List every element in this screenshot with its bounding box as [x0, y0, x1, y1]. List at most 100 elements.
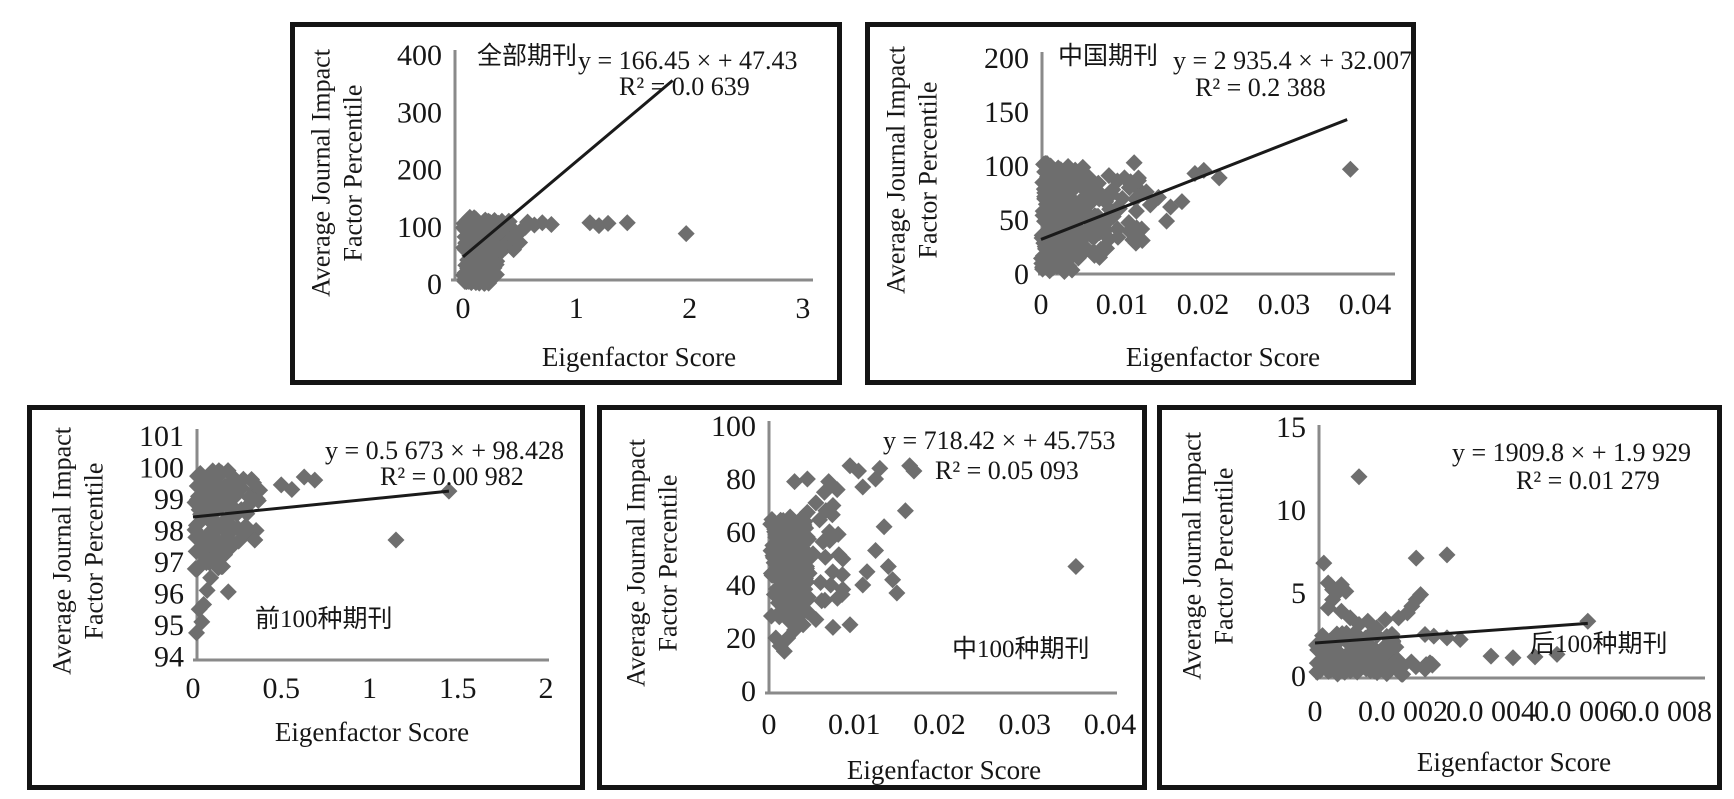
- scatter-points: [762, 457, 1085, 660]
- y-axis-label-line1: Average Journal Impact: [306, 49, 336, 297]
- data-point-diamond: [879, 557, 897, 575]
- x-tick-label: 0.02: [913, 708, 966, 741]
- data-point-diamond: [1044, 259, 1062, 277]
- y-axis-label-line1: Average Journal Impact: [47, 427, 77, 675]
- data-point-diamond: [800, 564, 818, 582]
- data-point-diamond: [599, 214, 617, 232]
- y-tick-label: 100: [139, 452, 184, 485]
- regression-equation: y = 2 935.4 × + 32.007: [1173, 46, 1412, 75]
- r-squared-value: R² = 0.2 388: [1195, 73, 1326, 102]
- data-point-diamond: [1438, 546, 1456, 564]
- x-tick-label: 0.0 008: [1622, 695, 1712, 728]
- data-point-diamond: [833, 566, 851, 584]
- data-point-diamond: [786, 621, 804, 639]
- data-point-diamond: [190, 514, 208, 532]
- data-point-diamond: [1089, 174, 1107, 192]
- data-point-diamond: [770, 571, 788, 589]
- y-tick-label: 200: [397, 154, 442, 187]
- data-point-diamond: [1053, 258, 1071, 276]
- y-tick-label: 40: [726, 569, 756, 602]
- data-point-diamond: [1064, 220, 1082, 238]
- scatter-plot-middle-100: 0 0.01 0.02 0.03 0.04 0 20 40 60 80 100: [711, 410, 1137, 741]
- x-tick-label: 0.0 002: [1358, 695, 1448, 728]
- y-tick-label: 100: [711, 410, 756, 443]
- data-point-diamond: [1579, 612, 1597, 630]
- data-point-diamond: [1195, 161, 1213, 179]
- data-point-diamond: [772, 592, 790, 610]
- data-point-diamond: [1337, 582, 1355, 600]
- panel-all-journals: 0 1 2 3 0 100 200 300 400 全部期刊 y = 166.45 × + 47…: [290, 22, 842, 385]
- x-tick-label: 0.04: [1084, 708, 1137, 741]
- data-point-diamond: [213, 486, 231, 504]
- data-point-diamond: [202, 569, 220, 587]
- data-point-diamond: [771, 557, 789, 575]
- x-tick-label: 0.02: [1177, 288, 1230, 321]
- y-tick-label: 0: [1291, 660, 1306, 693]
- data-point-diamond: [1482, 647, 1500, 665]
- y-tick-label: 300: [397, 96, 442, 129]
- regression-equation: y = 718.42 × + 45.753: [883, 426, 1116, 455]
- x-tick-label: 0: [762, 708, 777, 741]
- data-point-diamond: [221, 497, 239, 515]
- data-point-diamond: [295, 468, 313, 486]
- r-squared-value: R² = 0.00 982: [380, 462, 524, 491]
- data-point-diamond: [1066, 161, 1084, 179]
- data-point-diamond: [1350, 616, 1368, 634]
- data-point-diamond: [1109, 228, 1127, 246]
- y-tick-label: 50: [999, 204, 1029, 237]
- data-point-diamond: [1350, 468, 1368, 486]
- data-point-diamond: [1103, 185, 1121, 203]
- data-point-diamond: [1368, 619, 1386, 637]
- data-point-diamond: [1077, 204, 1095, 222]
- x-tick-label: 0.5: [263, 672, 301, 705]
- data-point-diamond: [219, 583, 237, 601]
- data-point-diamond: [841, 616, 859, 634]
- y-tick-label: 15: [1276, 411, 1306, 444]
- data-point-diamond: [1376, 660, 1394, 678]
- scatter-plot-chinese-journals: 0 0.01 0.02 0.03 0.04 0 50 100 150 200: [984, 42, 1395, 321]
- data-point-diamond: [461, 259, 479, 277]
- data-point-diamond: [1080, 224, 1098, 242]
- data-point-diamond: [1398, 604, 1416, 622]
- data-point-diamond: [1033, 226, 1051, 244]
- data-point-diamond: [476, 258, 494, 276]
- y-tick-label: 100: [397, 211, 442, 244]
- x-tick-label: 0.0 006: [1534, 695, 1624, 728]
- x-tick-label: 0.03: [1258, 288, 1311, 321]
- data-point-diamond: [1186, 165, 1204, 183]
- data-point-diamond: [854, 576, 872, 594]
- data-point-diamond: [1034, 258, 1052, 276]
- data-point-diamond: [896, 502, 914, 520]
- data-point-diamond: [867, 542, 885, 560]
- data-point-diamond: [812, 573, 830, 591]
- x-tick-label: 1: [569, 292, 584, 325]
- scatter-plot-all-journals: 0 1 2 3 0 100 200 300 400: [397, 39, 813, 325]
- y-tick-label: 5: [1291, 577, 1306, 610]
- data-point-diamond: [1074, 192, 1092, 210]
- data-point-diamond: [1048, 194, 1066, 212]
- y-axis-label-line1: Average Journal Impact: [621, 439, 651, 687]
- data-point-diamond: [1121, 223, 1139, 241]
- data-point-diamond: [677, 225, 695, 243]
- r-squared-value: R² = 0.0 639: [619, 72, 750, 101]
- x-tick-label: 0.03: [999, 708, 1052, 741]
- data-point-diamond: [816, 548, 834, 566]
- y-tick-label: 101: [139, 420, 184, 453]
- panel-bottom-100-journals: 0 0.0 002 0.0 004 0.0 006 0.0 008 0 5 10 15 后100…: [1157, 405, 1722, 790]
- y-tick-label: 80: [726, 463, 756, 496]
- data-point-diamond: [1341, 160, 1359, 178]
- x-tick-label: 0: [1308, 695, 1323, 728]
- data-point-diamond: [1366, 649, 1384, 667]
- data-point-diamond: [1315, 554, 1333, 572]
- data-point-diamond: [237, 525, 255, 543]
- data-point-diamond: [1091, 224, 1109, 242]
- data-point-diamond: [764, 547, 782, 565]
- data-point-diamond: [206, 487, 224, 505]
- x-axis-label: Eigenfactor Score: [274, 717, 470, 747]
- data-point-diamond: [510, 234, 528, 252]
- data-point-diamond: [1387, 638, 1405, 656]
- r-squared-value: R² = 0.01 279: [1516, 466, 1660, 495]
- data-point-diamond: [460, 214, 478, 232]
- data-point-diamond: [209, 516, 227, 534]
- data-point-diamond: [200, 554, 218, 572]
